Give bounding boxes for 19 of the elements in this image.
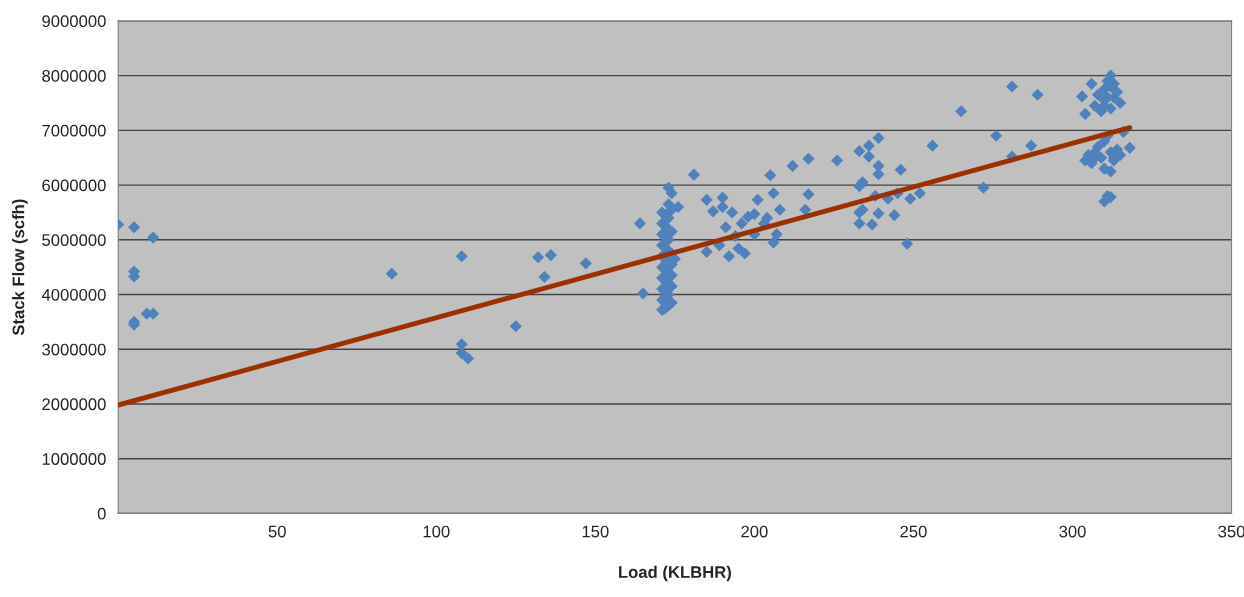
x-tick-label: 250: [900, 525, 927, 538]
y-tick-label: 7000000: [42, 124, 106, 137]
y-tick-label: 9000000: [42, 15, 106, 28]
y-tick-label: 0: [97, 507, 106, 520]
x-tick-label: 300: [1059, 525, 1086, 538]
y-tick-label: 6000000: [42, 179, 106, 192]
x-tick-label: 100: [423, 525, 450, 538]
y-tick-label: 5000000: [42, 234, 106, 246]
y-tick-label: 1000000: [42, 453, 106, 465]
x-tick-label: 350: [1218, 525, 1244, 538]
x-tick-label: 150: [582, 525, 609, 538]
x-axis-title: Load (KLBHR): [619, 565, 731, 582]
y-tick-label: 4000000: [41, 288, 106, 301]
y-tick-label: 8000000: [42, 70, 106, 82]
y-tick-label: 3000000: [42, 343, 106, 356]
x-tick-label: 50: [268, 525, 286, 538]
y-axis-title: Stack Flow (scfh): [12, 199, 28, 336]
x-tick-label: 200: [741, 525, 768, 538]
y-tick-label: 2000000: [42, 398, 106, 411]
